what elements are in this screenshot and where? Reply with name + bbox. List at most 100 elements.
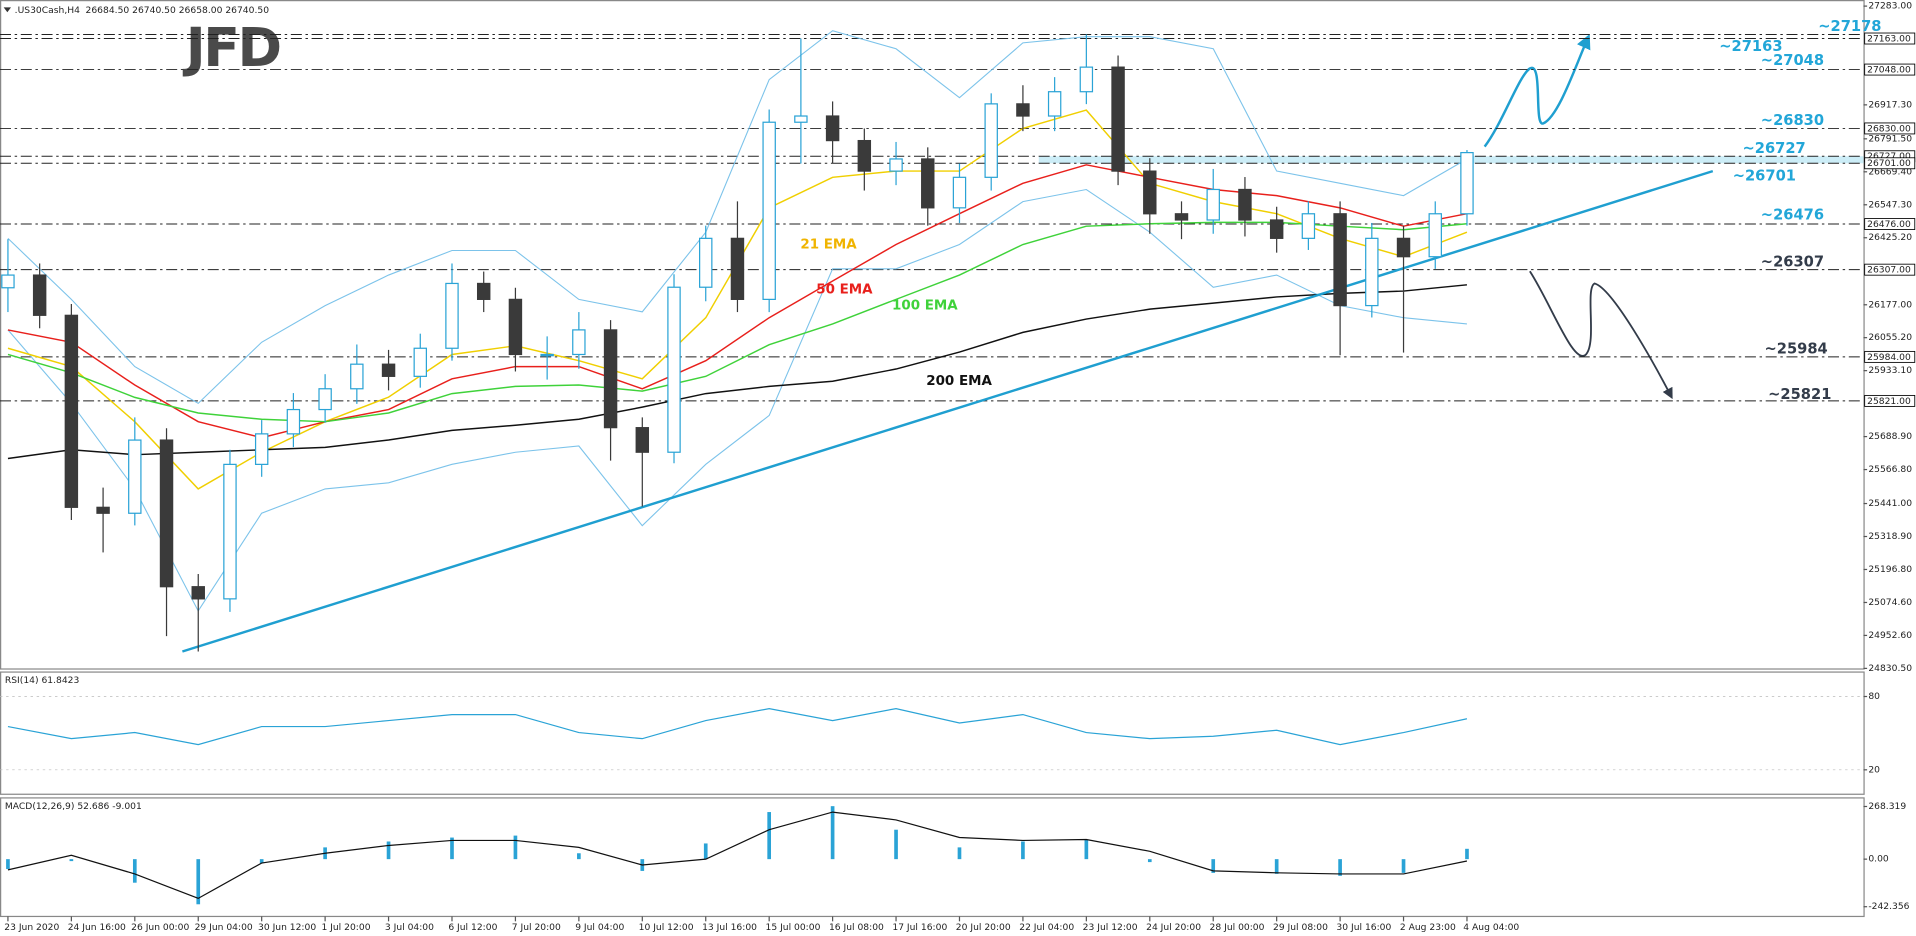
x-tick-label: 23 Jul 12:00 xyxy=(1083,922,1138,933)
y-tick-label: 26425.20 xyxy=(1868,232,1912,243)
candle-body xyxy=(889,158,903,172)
main-panel xyxy=(0,0,1865,670)
y-tick-label: 26055.20 xyxy=(1868,332,1912,343)
x-tick-label: 24 Jun 16:00 xyxy=(68,922,126,933)
x-tick-label: 13 Jul 16:00 xyxy=(702,922,757,933)
bollinger-band xyxy=(7,188,1467,613)
level-label: ~26830 xyxy=(1761,112,1824,129)
y-tick-label: 26917.30 xyxy=(1868,99,1912,110)
candle-body xyxy=(952,176,967,209)
signal-line xyxy=(7,811,1468,900)
candle-body xyxy=(223,463,237,600)
macd-panel xyxy=(0,797,1865,918)
x-tick-label: 1 Jul 20:00 xyxy=(321,922,370,933)
candle-body xyxy=(381,363,396,377)
candle-body xyxy=(762,121,776,300)
ema-line xyxy=(7,221,1468,423)
candle-body xyxy=(1016,103,1030,117)
candle-body xyxy=(730,237,745,300)
candle-body xyxy=(921,158,935,209)
candle-body xyxy=(128,439,142,514)
x-tick-label: 20 Jul 20:00 xyxy=(956,922,1011,933)
candle-body xyxy=(699,237,713,288)
y-tick-label: 268.319 xyxy=(1868,801,1906,812)
level-label: ~27048 xyxy=(1761,52,1824,69)
level-box xyxy=(1864,63,1916,76)
quote: 26684.50 26740.50 26658.00 26740.50 xyxy=(86,5,270,16)
macd-bar xyxy=(577,853,581,860)
symbol: .US30Cash,H4 xyxy=(15,5,80,16)
x-tick-label: 15 Jul 00:00 xyxy=(766,922,821,933)
x-tick-label: 6 Jul 12:00 xyxy=(448,922,497,933)
bullish-scenario-arrow xyxy=(1483,33,1591,148)
macd-bar xyxy=(196,859,201,905)
candle-body xyxy=(318,388,332,411)
level-box-label: 26701.00 xyxy=(1867,158,1911,169)
ema-label: 50 EMA xyxy=(816,283,873,298)
candle-body xyxy=(572,329,586,356)
y-tick-label: 24830.50 xyxy=(1868,663,1912,674)
symbol-menu[interactable] xyxy=(3,7,12,13)
candle-body xyxy=(1111,66,1125,172)
candle-body xyxy=(1174,213,1189,221)
macd-bar xyxy=(69,859,74,862)
y-tick-label: 26177.00 xyxy=(1868,299,1912,310)
y-tick-label: 25196.80 xyxy=(1868,564,1912,575)
candle-body xyxy=(476,282,491,300)
candle-body xyxy=(825,115,840,142)
x-tick-label: 10 Jul 12:00 xyxy=(639,922,694,933)
macd-bar xyxy=(703,843,708,860)
rsi-line xyxy=(7,707,1468,746)
level-label: ~26701 xyxy=(1733,168,1796,185)
x-tick-label: 30 Jun 12:00 xyxy=(258,922,316,933)
ema-label: 21 EMA xyxy=(800,237,857,252)
candle-body xyxy=(1206,188,1220,221)
candle-body xyxy=(350,363,364,390)
candle-body xyxy=(1238,188,1252,221)
y-tick-label: 24952.60 xyxy=(1868,630,1912,641)
bollinger-band xyxy=(7,30,1468,405)
candle-body xyxy=(1,274,15,289)
x-tick-label: 29 Jul 08:00 xyxy=(1273,922,1328,933)
x-tick-label: 16 Jul 08:00 xyxy=(829,922,884,933)
ema-label: 200 EMA xyxy=(926,374,992,389)
x-tick-label: 29 Jun 04:00 xyxy=(195,922,253,933)
level-box-label: 25984.00 xyxy=(1867,352,1911,363)
level-box xyxy=(1864,263,1916,276)
x-tick-label: 3 Jul 04:00 xyxy=(385,922,434,933)
y-tick-label: 25318.90 xyxy=(1868,531,1912,542)
macd-bar xyxy=(1274,859,1279,874)
level-box xyxy=(1864,350,1916,363)
logo: JFD xyxy=(182,16,280,79)
x-tick-label: 4 Aug 04:00 xyxy=(1463,922,1519,933)
level-box xyxy=(1864,157,1916,170)
candle-body xyxy=(857,139,872,172)
macd-bar xyxy=(1338,859,1342,876)
level-box xyxy=(1864,122,1916,135)
candle-body xyxy=(667,286,681,453)
y-tick-label: 27283.00 xyxy=(1868,1,1912,12)
level-box xyxy=(1864,32,1916,45)
candle-body xyxy=(445,282,459,349)
level-box-label: 26830.00 xyxy=(1867,123,1911,134)
macd-bar xyxy=(957,847,962,860)
macd-bar xyxy=(1084,839,1089,860)
candle-body xyxy=(1269,219,1284,239)
x-tick-label: 24 Jul 20:00 xyxy=(1146,922,1201,933)
candle-body xyxy=(984,103,998,178)
rsi-panel xyxy=(0,671,1865,795)
y-tick-label: 25566.80 xyxy=(1868,464,1912,475)
macd-bar xyxy=(1211,859,1216,873)
y-tick-label: 25933.10 xyxy=(1868,365,1912,376)
ema-label: 100 EMA xyxy=(892,298,958,313)
y-tick-label: 20 xyxy=(1868,764,1880,775)
candle-body xyxy=(1333,213,1347,307)
level-box-label: 26307.00 xyxy=(1867,265,1911,276)
candle-body xyxy=(1460,151,1474,215)
level-box-label: 26476.00 xyxy=(1867,219,1911,230)
level-box xyxy=(1864,218,1916,230)
y-tick-label: 26791.50 xyxy=(1868,133,1912,144)
candle-body xyxy=(286,408,301,435)
macd-bar xyxy=(767,812,772,860)
